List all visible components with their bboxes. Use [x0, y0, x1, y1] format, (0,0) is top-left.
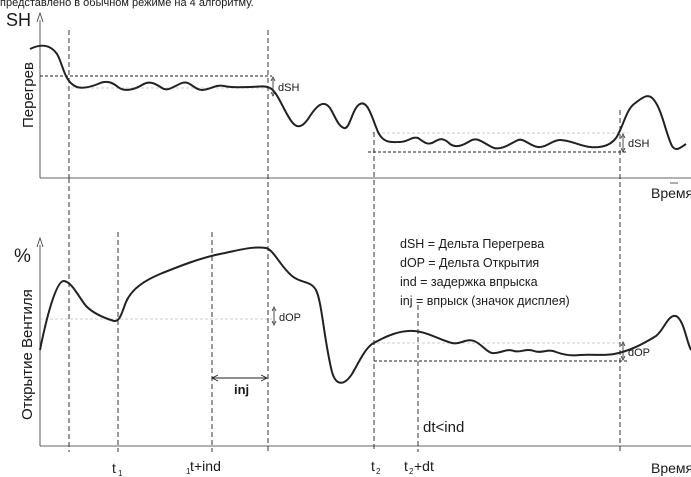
lower-x-label: Время [651, 460, 691, 476]
t2-main: t [371, 458, 375, 474]
dsh-label-1: dSH [278, 82, 299, 94]
legend-item-dsh: dSH = Дельта Перегрева [400, 237, 544, 251]
t1-sub: 1 [118, 469, 123, 477]
t2dt-sub: 2 [409, 467, 414, 476]
lower-y-arrow-icon [36, 236, 44, 248]
legend: dSH = Дельта Перегрева dOP = Дельта Откр… [400, 237, 570, 308]
dsh-arrow-2-icon [620, 133, 626, 153]
upper-axis-title: SH [6, 10, 31, 30]
dt-condition: dt<ind [423, 419, 464, 436]
time-marker-t1-ind: 1 t +ind [186, 458, 221, 476]
upper-y-arrow-icon [36, 11, 44, 23]
lower-y-unit: % [14, 246, 31, 267]
time-marker-t2-dt: t 2 +dt [404, 458, 434, 476]
time-marker-t2: t 2 [371, 458, 381, 476]
legend-item-ind: ind = задержка впрыска [400, 275, 538, 289]
t2dt-main: t [404, 458, 408, 474]
t2dt-suffix: +dt [414, 458, 434, 474]
legend-item-inj: inj = впрыск (значок дисплея) [400, 294, 570, 308]
caption: представлено в обычном режиме на 4 алгор… [0, 0, 254, 9]
inj-label: inj [234, 382, 249, 397]
dop-label-2: dOP [628, 347, 650, 359]
dop-arrow-1-icon [271, 306, 277, 326]
upper-x-label: Время [651, 185, 691, 201]
valve-opening-curve [39, 246, 691, 384]
superheat-curve [29, 44, 687, 151]
t1ind-sub: 1 [186, 467, 191, 476]
legend-item-dop: dOP = Дельта Открытия [400, 256, 539, 270]
inj-arrow-right-icon [260, 374, 269, 382]
time-marker-t1: t 1 [112, 460, 123, 477]
t2-sub: 2 [376, 467, 381, 476]
lower-y-label: Открытие Вентиля [19, 289, 36, 420]
upper-y-label: Перегрев [20, 62, 37, 128]
t1ind-main: t [190, 458, 194, 474]
t1-main: t [112, 460, 116, 476]
dsh-label-2: dSH [628, 138, 649, 150]
t1ind-suffix: +ind [194, 458, 221, 474]
dop-label-1: dOP [279, 312, 301, 324]
